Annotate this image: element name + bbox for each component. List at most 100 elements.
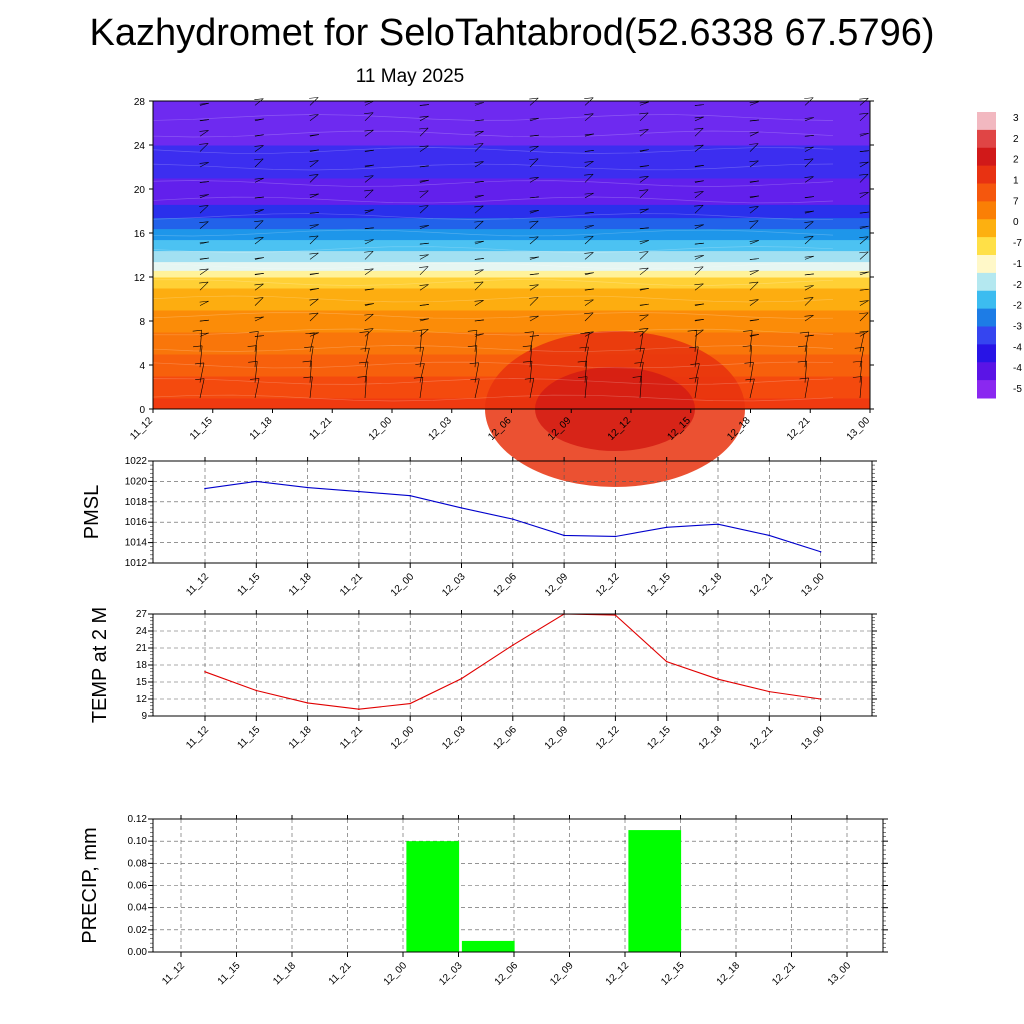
wind-barb-flag bbox=[364, 129, 374, 132]
wind-barb bbox=[584, 173, 594, 183]
isoline bbox=[152, 328, 834, 336]
x-tick-label: 12_15 bbox=[645, 724, 673, 752]
wind-barb-flag bbox=[584, 192, 594, 195]
wind-barb bbox=[254, 98, 264, 106]
y-tick-label: 0.08 bbox=[128, 858, 148, 869]
x-tick-label: 12_21 bbox=[748, 571, 776, 599]
wind-barb-flag bbox=[690, 363, 700, 365]
wind-barb-flag bbox=[419, 205, 429, 207]
wind-barb bbox=[529, 158, 539, 168]
wind-barb bbox=[694, 377, 699, 399]
wind-barb-flag bbox=[364, 189, 374, 192]
wind-barb bbox=[364, 239, 374, 245]
wind-barb bbox=[364, 100, 374, 106]
isoline bbox=[152, 279, 834, 286]
wind-barb-flag bbox=[694, 255, 704, 257]
wind-barb bbox=[694, 224, 704, 229]
wind-barb-flag bbox=[799, 331, 809, 334]
x-tick-label: 12_03 bbox=[426, 415, 454, 443]
wind-barb bbox=[639, 208, 649, 214]
wind-barb bbox=[254, 297, 264, 306]
x-tick-label: 13_00 bbox=[799, 724, 827, 752]
wind-barb bbox=[529, 284, 539, 291]
wind-barb-flag bbox=[529, 177, 539, 179]
wind-barb-flag bbox=[694, 164, 704, 167]
wind-barb bbox=[364, 112, 374, 122]
wind-barb bbox=[419, 266, 429, 276]
wind-barb bbox=[749, 206, 759, 214]
wind-barb bbox=[584, 113, 594, 122]
isoline bbox=[152, 246, 834, 253]
wind-barb-flag bbox=[743, 330, 753, 332]
temp-point bbox=[768, 690, 771, 693]
wind-barb-flag bbox=[749, 281, 759, 284]
wind-barb-flag bbox=[694, 266, 704, 269]
x-tick-label: 11_21 bbox=[307, 415, 334, 442]
y-tick-label: 24 bbox=[134, 141, 146, 152]
colorbar-label: 1 bbox=[1013, 176, 1019, 187]
wind-barb bbox=[859, 97, 869, 106]
wind-barb-flag bbox=[309, 193, 319, 196]
wind-barb-flag bbox=[199, 119, 209, 121]
isoline bbox=[152, 147, 834, 154]
x-tick-label: 11_12 bbox=[128, 415, 155, 442]
wind-barb-flag bbox=[859, 271, 869, 274]
isoline bbox=[152, 345, 834, 352]
wind-barb-flag bbox=[804, 196, 814, 198]
wind-barb-flag bbox=[584, 97, 594, 100]
colorbar-label: -2 bbox=[1013, 280, 1022, 291]
wind-barb bbox=[419, 284, 429, 291]
wind-barb bbox=[309, 114, 319, 122]
wind-barb bbox=[529, 220, 539, 229]
wind-barb-flag bbox=[859, 211, 869, 214]
wind-barb bbox=[309, 224, 319, 229]
wind-barb bbox=[199, 162, 209, 168]
wind-barb bbox=[364, 376, 367, 399]
wind-barb-flag bbox=[199, 257, 209, 260]
wind-barb bbox=[694, 191, 704, 199]
wind-barb-flag bbox=[359, 361, 369, 364]
wind-barb-flag bbox=[309, 332, 319, 334]
wind-barb-flag bbox=[199, 205, 209, 207]
x-tick-label: 11_12 bbox=[160, 960, 187, 987]
x-tick-label: 12_12 bbox=[594, 571, 622, 599]
wind-barb-flag bbox=[804, 176, 814, 178]
wind-barb-flag bbox=[799, 377, 809, 380]
wind-barb-flag bbox=[584, 173, 594, 176]
wind-barb-flag bbox=[580, 332, 590, 335]
colorbar-swatch bbox=[977, 237, 996, 256]
wind-barb-flag bbox=[529, 134, 539, 137]
wind-barb bbox=[419, 347, 424, 368]
page-subtitle: 11 May 2025 bbox=[355, 66, 465, 87]
wind-barb-flag bbox=[584, 225, 594, 227]
wind-barb-flag bbox=[364, 328, 374, 330]
wind-barb bbox=[639, 362, 644, 383]
wind-barb-flag bbox=[474, 102, 484, 104]
colorbar-swatch bbox=[977, 362, 996, 381]
y-tick-label: 0.10 bbox=[128, 836, 148, 847]
wind-barb bbox=[749, 330, 753, 352]
wind-barb bbox=[364, 328, 374, 337]
y-tick-label: 1014 bbox=[125, 538, 148, 549]
wind-barb bbox=[749, 378, 755, 399]
wind-barb-flag bbox=[254, 257, 264, 259]
colorbar-label: -4 bbox=[1013, 363, 1022, 374]
wind-barb-flag bbox=[309, 298, 319, 301]
wind-barb bbox=[859, 236, 869, 245]
wind-barb-flag bbox=[859, 312, 869, 315]
wind-barb-flag bbox=[804, 135, 814, 137]
wind-barb-flag bbox=[635, 347, 645, 350]
wind-barb bbox=[804, 315, 814, 322]
wind-barb bbox=[199, 332, 209, 337]
colorbar-label: -5 bbox=[1013, 384, 1022, 395]
wind-barb-flag bbox=[419, 318, 429, 320]
wind-barb bbox=[254, 220, 264, 229]
pmsl-point bbox=[460, 507, 463, 509]
wind-barb bbox=[584, 192, 594, 199]
wind-barb bbox=[584, 97, 594, 106]
wind-barb-flag bbox=[364, 227, 374, 230]
wind-barb-flag bbox=[694, 191, 704, 193]
temp-point bbox=[614, 614, 617, 616]
wind-barb-flag bbox=[749, 160, 759, 163]
wind-barb-flag bbox=[687, 329, 697, 332]
